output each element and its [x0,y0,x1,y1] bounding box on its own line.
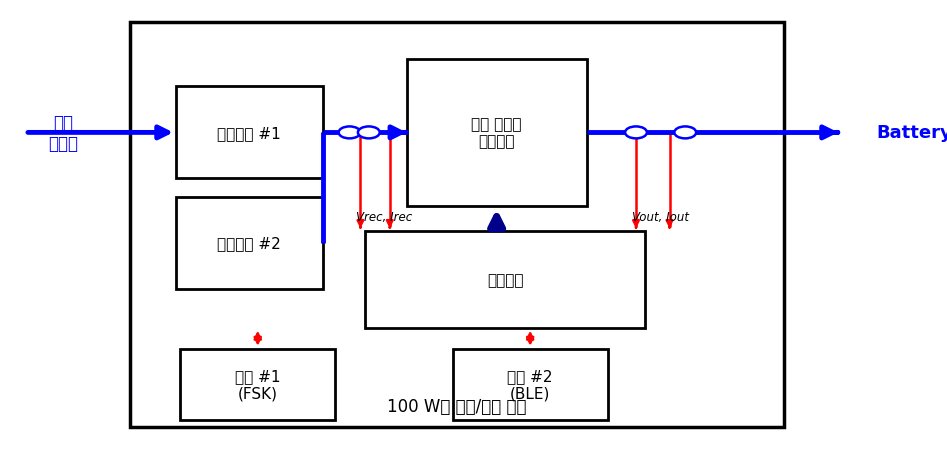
Circle shape [358,127,380,139]
Text: 정류회로 #2: 정류회로 #2 [218,236,281,251]
Circle shape [339,127,361,139]
Text: Vrec, Irec: Vrec, Irec [356,211,413,224]
Circle shape [674,127,696,139]
Bar [130,23,784,427]
Text: 제어회로: 제어회로 [487,273,524,287]
Text: 수신
공진기: 수신 공진기 [48,114,78,152]
Bar [176,197,323,289]
Bar [453,349,608,420]
Circle shape [625,127,647,139]
Text: 통신 #2
(BLE): 통신 #2 (BLE) [508,368,553,401]
Bar [365,232,646,328]
Text: 통신 #1
(FSK): 통신 #1 (FSK) [235,368,280,401]
Text: 가변 정전류
발생회로: 가변 정전류 발생회로 [472,117,522,149]
Text: 100 W급 수신/충전 모듈: 100 W급 수신/충전 모듈 [387,397,527,415]
Bar [180,349,335,420]
Bar [406,60,587,207]
Bar [176,87,323,179]
Text: 정류회로 #1: 정류회로 #1 [218,126,281,140]
Text: Vout, Iout: Vout, Iout [632,211,688,224]
Text: Battery: Battery [876,124,947,142]
